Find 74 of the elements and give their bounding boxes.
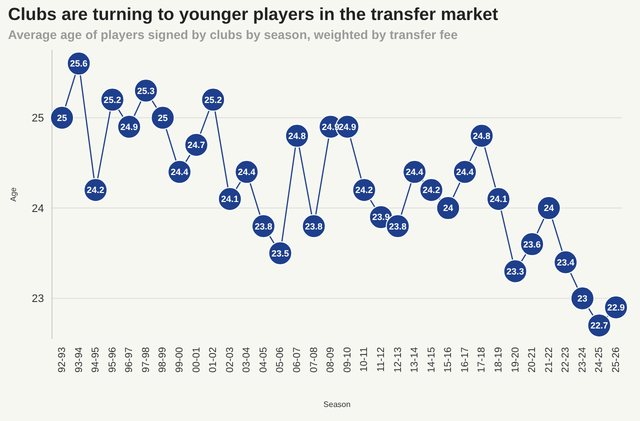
x-tick-label: 03-04 — [242, 346, 253, 373]
x-tick-label: 02-03 — [224, 346, 236, 373]
x-tick-label: 10-11 — [359, 346, 370, 372]
data-label: 24.8 — [472, 130, 490, 141]
x-tick-label: 98-99 — [158, 346, 169, 373]
data-label: 25 — [158, 112, 168, 123]
x-tick-label: 19-20 — [510, 346, 522, 373]
data-label: 23.3 — [506, 266, 524, 276]
x-tick-label: 94-95 — [90, 346, 102, 373]
data-label: 23.8 — [305, 221, 323, 232]
data-label: 24.4 — [170, 167, 188, 178]
data-label: 23 — [577, 294, 588, 304]
data-label: 25.3 — [137, 86, 155, 96]
x-tick-label: 97-98 — [140, 346, 152, 373]
x-tick-label: 95-96 — [107, 346, 118, 373]
x-tick-label: 08-09 — [326, 346, 337, 373]
x-tick-label: 93-94 — [74, 346, 85, 373]
data-label: 24.4 — [238, 167, 256, 178]
data-label: 25.2 — [104, 94, 122, 105]
data-label: 24 — [443, 203, 454, 214]
x-tick-label: 05-06 — [275, 346, 286, 373]
data-label: 23.6 — [523, 239, 541, 250]
x-axis-title: Season — [323, 400, 351, 409]
x-tick-label: 13-14 — [410, 346, 421, 373]
data-label: 24.9 — [338, 122, 356, 132]
chart-subtitle: Average age of players signed by clubs by season, weighted by transfer fee — [8, 28, 458, 42]
x-tick-label: 20-21 — [527, 346, 538, 373]
x-tick-label: 09-10 — [342, 346, 354, 373]
x-tick-label: 21-22 — [544, 346, 555, 373]
data-label: 25.2 — [204, 94, 222, 105]
data-label: 24.2 — [422, 185, 440, 196]
y-tick-label: 24 — [32, 202, 44, 215]
data-label: 24.2 — [86, 185, 104, 196]
x-tick-label: 01-02 — [208, 346, 220, 373]
data-label: 23.5 — [271, 248, 290, 258]
x-tick-label: 18-19 — [493, 346, 504, 373]
data-label: 24.7 — [188, 140, 206, 150]
data-label: 24.4 — [456, 167, 474, 178]
x-tick-label: 04-05 — [258, 346, 270, 373]
data-label: 25 — [56, 112, 68, 123]
x-tick-label: 00-01 — [191, 346, 202, 373]
x-tick-label: 06-07 — [292, 346, 304, 373]
data-label: 24 — [544, 203, 554, 214]
x-tick-label: 99-00 — [174, 346, 186, 373]
data-label: 22.7 — [590, 320, 608, 331]
chart-title: Clubs are turning to younger players in the transfer market — [8, 4, 498, 24]
x-tick-label: 16-17 — [460, 346, 471, 373]
x-tick-label: 23-24 — [577, 346, 588, 373]
data-label: 23.9 — [372, 212, 390, 222]
data-label: 23.4 — [556, 257, 574, 268]
data-label: 24.1 — [490, 194, 508, 204]
x-tick-label: 15-16 — [443, 346, 454, 373]
data-label: 25.6 — [70, 58, 88, 69]
x-tick-label: 07-08 — [308, 346, 320, 373]
x-tick-label: 17-18 — [476, 346, 488, 373]
x-tick-label: 92-93 — [57, 346, 68, 373]
data-label: 24.1 — [221, 194, 239, 204]
x-tick-label: 25-26 — [611, 346, 622, 373]
data-label: 23.8 — [388, 221, 407, 232]
data-label: 24.4 — [406, 167, 424, 178]
data-label: 24.9 — [120, 122, 138, 132]
data-label: 24.2 — [355, 185, 373, 196]
x-tick-label: 11-12 — [376, 346, 387, 372]
x-tick-label: 14-15 — [426, 346, 438, 373]
data-label: 24.8 — [288, 130, 306, 141]
x-tick-label: 96-97 — [124, 346, 136, 373]
y-tick-label: 25 — [32, 112, 44, 125]
data-label: 23.8 — [254, 221, 272, 232]
data-label: 22.9 — [607, 302, 625, 313]
x-tick-label: 22-23 — [560, 346, 572, 373]
x-tick-label: 24-25 — [594, 346, 606, 373]
y-tick-label: 23 — [32, 293, 44, 306]
x-tick-label: 12-13 — [392, 346, 404, 373]
y-axis-title: Age — [9, 186, 18, 202]
